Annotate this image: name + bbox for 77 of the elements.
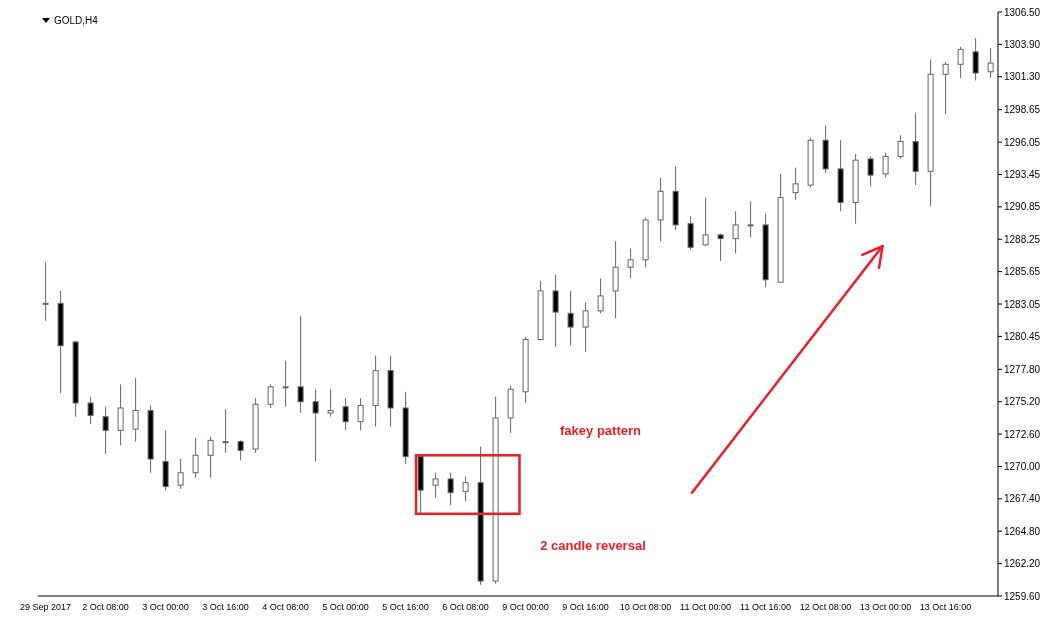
candlestick (192, 437, 199, 479)
candlestick (867, 155, 874, 187)
y-tick-label: 1275.20 (1004, 396, 1041, 408)
y-tick-label: 1285.65 (1004, 266, 1041, 278)
candlestick (117, 383, 124, 446)
x-tick-label: 12 Oct 08:00 (799, 602, 852, 613)
y-tick-label: 1301.30 (1004, 71, 1041, 83)
x-tick-label: 3 Oct 16:00 (202, 602, 249, 613)
x-tick-label: 11 Oct 00:00 (680, 602, 731, 613)
candlestick (582, 301, 589, 353)
candlestick (342, 397, 349, 431)
x-tick-label: 6 Oct 08:00 (442, 602, 489, 613)
y-tick-label: 1270.00 (1004, 461, 1041, 473)
candlestick (102, 406, 109, 455)
candlestick (132, 377, 139, 443)
x-tick-label: 13 Oct 16:00 (919, 602, 972, 613)
candlestick (627, 248, 634, 279)
candlestick (552, 274, 559, 348)
candlestick (747, 200, 754, 238)
x-tick-label: 10 Oct 08:00 (619, 602, 672, 613)
candlestick (357, 397, 364, 431)
annotation: fakey pattern (560, 423, 642, 439)
candlestick (792, 167, 799, 201)
y-tick-label: 1283.05 (1004, 298, 1041, 310)
y-tick-label: 1303.90 (1004, 38, 1041, 50)
candlestick (612, 240, 619, 319)
candlestick (597, 277, 604, 314)
candlestick (987, 47, 994, 79)
y-tick-label: 1280.45 (1004, 330, 1041, 342)
x-tick-label: 5 Oct 16:00 (382, 602, 429, 613)
x-tick-label: 11 Oct 16:00 (740, 602, 791, 613)
x-tick-label: 29 Sep 2017 (19, 602, 72, 613)
y-tick-label: 1259.60 (1004, 590, 1041, 602)
candlestick (87, 396, 94, 425)
x-tick-label: 5 Oct 00:00 (322, 602, 369, 613)
y-tick-label: 1288.25 (1004, 233, 1041, 245)
x-tick-label: 4 Oct 08:00 (262, 602, 309, 613)
candlestick (882, 152, 889, 179)
candlestick (222, 408, 229, 454)
candlestick (687, 215, 694, 251)
x-tick-label: 2 Oct 08:00 (82, 602, 129, 613)
candlestick (267, 383, 274, 409)
candlestick (432, 472, 439, 499)
candlestick (702, 197, 709, 247)
x-tick-label: 3 Oct 00:00 (142, 602, 189, 613)
x-tick-label: 9 Oct 00:00 (502, 602, 549, 613)
candlestick (282, 360, 289, 408)
y-tick-label: 1264.80 (1004, 525, 1041, 537)
y-tick-label: 1262.20 (1004, 558, 1041, 570)
x-tick-label: 9 Oct 16:00 (562, 602, 609, 613)
candlestick (717, 233, 724, 262)
y-tick-label: 1277.80 (1004, 363, 1041, 375)
candlestick (42, 261, 49, 322)
candlestick (237, 439, 244, 461)
candlestick (297, 315, 304, 414)
candlestick (462, 475, 469, 502)
y-tick-label: 1293.45 (1004, 169, 1041, 181)
y-tick-label: 1272.60 (1004, 428, 1041, 440)
candlestick (957, 46, 964, 79)
candlestick (942, 61, 949, 115)
candlestick (327, 388, 334, 418)
y-tick-label: 1306.50 (1004, 6, 1041, 18)
candlestick (207, 436, 214, 479)
candlestick (567, 290, 574, 347)
y-tick-label: 1298.65 (1004, 104, 1041, 116)
y-tick-label: 1290.85 (1004, 201, 1041, 213)
candlestick (177, 458, 184, 490)
annotation: 2 candle reversal (540, 537, 646, 553)
candlestick (732, 210, 739, 255)
candlestick (897, 134, 904, 160)
candlestick (312, 388, 319, 463)
chart-title: GOLD,H4 (54, 15, 99, 26)
candlestick (447, 472, 454, 506)
x-tick-label: 13 Oct 00:00 (859, 602, 912, 613)
y-tick-label: 1296.05 (1004, 136, 1041, 148)
y-tick-label: 1267.40 (1004, 493, 1041, 505)
candlestick (972, 37, 979, 81)
